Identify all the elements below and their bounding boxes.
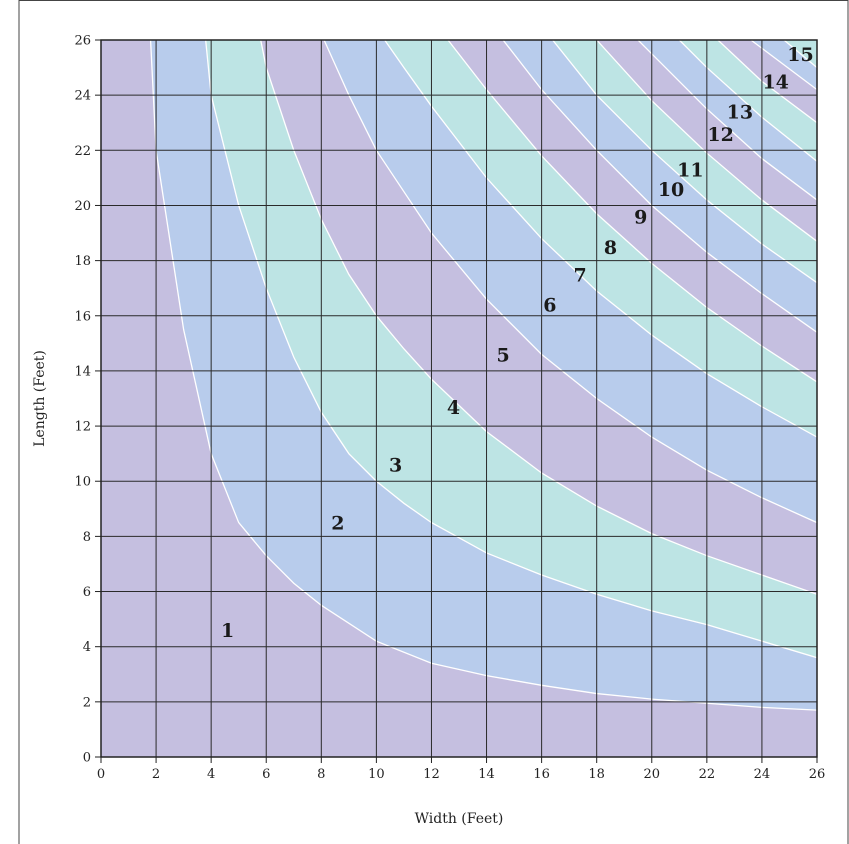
x-tick-label: 26	[809, 767, 826, 782]
zone-label-15: 15	[787, 44, 813, 66]
y-tick-label: 18	[74, 254, 91, 269]
boundary-4-5	[323, 40, 817, 524]
zone-fills	[101, 40, 817, 757]
x-tick-label: 8	[317, 767, 325, 782]
y-tick-label: 26	[74, 34, 91, 49]
x-tick-label: 4	[207, 767, 215, 782]
y-tick-label: 14	[74, 364, 91, 379]
zone-label-11: 11	[677, 160, 703, 182]
x-axis: 0 2 4 6 8 10 12 14 16 18 20 22 24 26	[97, 757, 825, 782]
y-tick-label: 16	[74, 309, 91, 324]
zone-label-14: 14	[762, 71, 788, 93]
y-tick-label: 6	[83, 585, 91, 600]
y-tick-label: 10	[74, 475, 91, 490]
x-tick-label: 14	[478, 767, 495, 782]
y-tick-label: 8	[83, 530, 91, 545]
zone-label-4: 4	[447, 397, 460, 419]
boundary-8-9	[552, 40, 817, 284]
x-tick-label: 20	[643, 767, 660, 782]
zone-label-13: 13	[727, 102, 753, 124]
zone-label-9: 9	[634, 206, 647, 228]
boundary-14-15	[783, 40, 817, 69]
zone-label-5: 5	[496, 344, 509, 366]
boundary-11-12	[678, 40, 817, 162]
y-tick-label: 2	[83, 695, 91, 710]
x-tick-label: 24	[754, 767, 771, 782]
boundary-5-6	[384, 40, 817, 438]
zone-label-6: 6	[543, 295, 556, 317]
boundary-6-7	[447, 40, 817, 383]
x-tick-label: 16	[533, 767, 550, 782]
x-tick-label: 0	[97, 767, 105, 782]
zone-label-10: 10	[658, 179, 684, 201]
x-tick-label: 2	[152, 767, 160, 782]
plot-frame	[100, 39, 818, 758]
y-tick-label: 12	[74, 420, 91, 435]
zone-label-2: 2	[331, 513, 344, 535]
x-tick-label: 18	[588, 767, 605, 782]
x-tick-label: 6	[262, 767, 270, 782]
y-tick-label: 20	[74, 199, 91, 214]
zone-label-1: 1	[221, 620, 234, 642]
x-tick-label: 12	[423, 767, 440, 782]
zone-label-12: 12	[707, 124, 733, 146]
x-tick-label: 10	[368, 767, 385, 782]
x-axis-title: Width (Feet)	[415, 811, 504, 827]
y-tick-label: 22	[74, 144, 91, 159]
y-tick-label: 0	[83, 751, 91, 766]
y-axis-title: Length (Feet)	[32, 350, 48, 447]
zone-label-3: 3	[389, 455, 402, 477]
zone-label-8: 8	[604, 237, 617, 259]
y-tick-label: 4	[83, 640, 91, 655]
y-tick-label: 24	[74, 89, 91, 104]
zone-label-7: 7	[574, 264, 587, 286]
x-tick-label: 22	[699, 767, 716, 782]
